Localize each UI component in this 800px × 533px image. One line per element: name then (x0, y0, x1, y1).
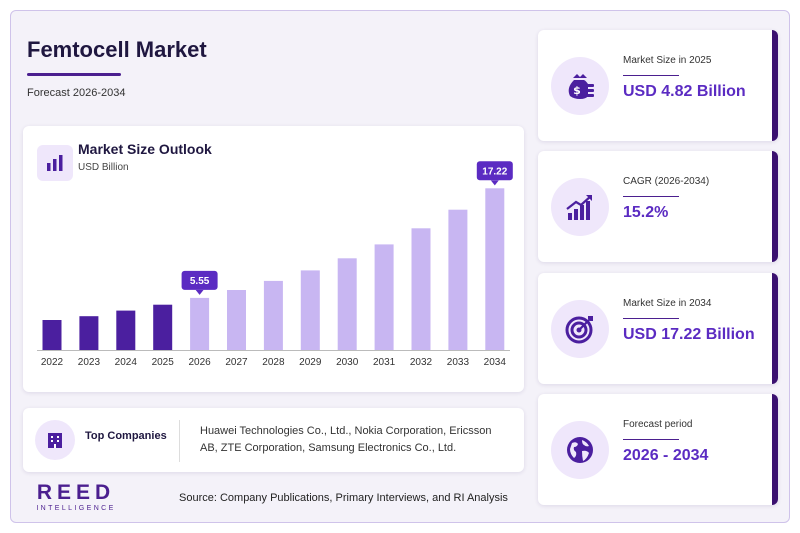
stat-value: USD 4.82 Billion (623, 83, 746, 100)
bar-2031 (374, 244, 394, 350)
tick-label-2027: 2027 (225, 357, 248, 368)
tick-label-2029: 2029 (299, 357, 322, 368)
bar-2032 (411, 228, 431, 350)
bar-2025 (153, 304, 173, 350)
bar-2028 (263, 280, 283, 350)
stat-card-cagr: CAGR (2026-2034) 15.2% (538, 151, 778, 262)
stat-label: Market Size in 2025 (623, 55, 712, 66)
bar-2022 (42, 320, 62, 350)
tick-label-2023: 2023 (78, 357, 101, 368)
stat-divider (623, 75, 679, 76)
tick-label-2022: 2022 (41, 357, 64, 368)
tick-label-2031: 2031 (373, 357, 396, 368)
tick-label-2024: 2024 (115, 357, 138, 368)
stat-label: Market Size in 2034 (623, 298, 712, 309)
bar-2024 (116, 310, 136, 350)
bar-2030 (337, 258, 357, 350)
reed-intelligence-logo: REED INTELLIGENCE (30, 481, 122, 513)
growth-chart-icon (551, 178, 609, 236)
target-icon (551, 300, 609, 358)
stat-card-market-size-2034: Market Size in 2034 USD 17.22 Billion (538, 273, 778, 384)
page-subtitle: Forecast 2026-2034 (27, 87, 126, 99)
logo-sub: INTELLIGENCE (36, 505, 116, 512)
stat-value: 15.2% (623, 204, 669, 221)
stat-divider (623, 196, 679, 197)
stat-value: USD 17.22 Billion (623, 326, 755, 343)
stat-card-forecast-period: Forecast period 2026 - 2034 (538, 394, 778, 505)
globe-icon (551, 421, 609, 479)
money-bag-icon: $ (551, 57, 609, 115)
data-label-2034: 17.22 (476, 161, 513, 186)
svg-text:5.55: 5.55 (190, 276, 210, 287)
title-underline (27, 73, 121, 76)
stat-label: CAGR (2026-2034) (623, 176, 710, 187)
top-companies-card: Top Companies Huawei Technologies Co., L… (23, 408, 524, 472)
bar-2027 (227, 290, 246, 350)
tick-label-2028: 2028 (262, 357, 285, 368)
top-companies-label: Top Companies (85, 430, 167, 442)
stat-card-market-size-2025: $ Market Size in 2025 USD 4.82 Billion (538, 30, 778, 141)
source-note: Source: Company Publications, Primary In… (179, 492, 508, 504)
tick-label-2026: 2026 (188, 357, 211, 368)
page-title: Femtocell Market (27, 37, 207, 62)
bar-2023 (79, 316, 99, 350)
logo-main: REED (36, 481, 116, 504)
tick-label-2033: 2033 (447, 357, 470, 368)
divider (179, 420, 180, 462)
tick-label-2030: 2030 (336, 357, 359, 368)
top-companies-list: Huawei Technologies Co., Ltd., Nokia Cor… (200, 425, 492, 454)
stat-label: Forecast period (623, 419, 693, 430)
chart-title: Market Size Outlook (78, 141, 212, 157)
tick-label-2034: 2034 (484, 357, 507, 368)
bar-2034 (485, 188, 505, 350)
bar-chart: 2022 2023 2024 2025 2026 5.55 2027 2028 2029 2030… (37, 161, 513, 368)
bar-2033 (448, 209, 468, 350)
stat-value: 2026 - 2034 (623, 447, 709, 464)
svg-text:17.22: 17.22 (482, 166, 507, 177)
chart-card: Market Size Outlook USD Billion 2022 2023… (23, 126, 524, 392)
bar-2029 (300, 270, 320, 350)
tick-label-2025: 2025 (152, 357, 175, 368)
svg-text:$: $ (573, 84, 581, 97)
stat-divider (623, 318, 679, 319)
bar-chart-icon (37, 145, 73, 181)
data-label-2026: 5.55 (181, 270, 218, 295)
chart-unit: USD Billion (78, 162, 129, 173)
bar-2026 (190, 297, 210, 350)
building-icon (35, 420, 75, 460)
stat-divider (623, 439, 679, 440)
tick-label-2032: 2032 (410, 357, 433, 368)
